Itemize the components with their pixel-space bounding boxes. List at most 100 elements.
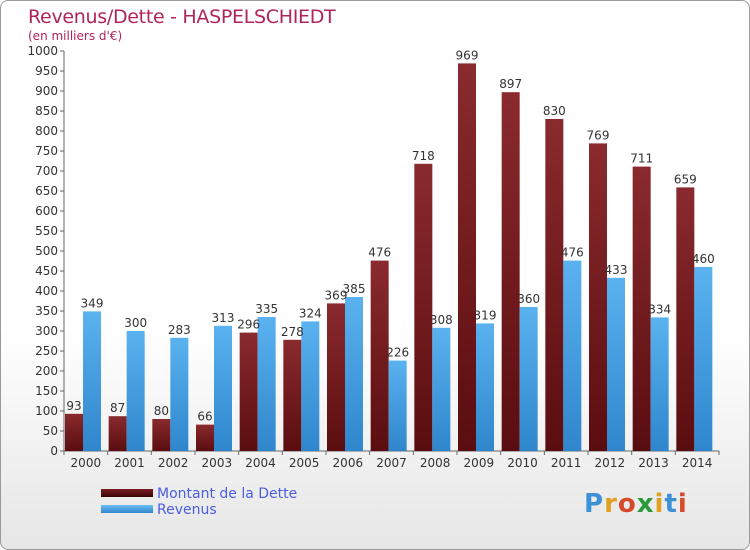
x-tick-label: 2007 [376,456,407,470]
y-tick-label: 550 [35,224,58,238]
bar-revenus [345,297,363,451]
data-label-dette: 476 [368,246,391,260]
bar-revenus [607,277,625,451]
y-tick-label: 950 [35,64,58,78]
y-tick-label: 1000 [27,44,58,58]
bar-dette [65,413,83,451]
y-tick-label: 200 [35,364,58,378]
y-tick-label: 850 [35,104,58,118]
y-tick-label: 150 [35,384,58,398]
logo-letter: i [654,489,665,519]
x-tick-label: 2004 [245,456,276,470]
bar-revenus [519,307,538,451]
data-label-revenus: 308 [430,313,453,327]
bar-revenus [83,311,101,451]
bar-revenus [650,317,669,451]
data-label-dette: 897 [499,77,522,91]
data-label-revenus: 385 [343,282,366,296]
chart-title: Revenus/Dette - HASPELSCHIEDT [28,6,336,28]
y-tick-label: 700 [35,164,58,178]
bar-dette [414,163,433,452]
data-label-dette: 87 [110,401,125,415]
data-label-dette: 278 [281,325,304,339]
bar-revenus [170,337,189,451]
legend-label-revenus: Revenus [157,502,217,518]
y-tick-label: 350 [35,304,58,318]
data-label-dette: 66 [197,410,212,424]
bar-revenus [301,321,320,451]
bar-revenus [214,325,232,451]
bar-dette [108,416,127,451]
logo-letter: r [604,489,618,519]
x-tick-label: 2001 [114,456,145,470]
y-tick-label: 900 [35,84,58,98]
data-label-revenus: 433 [605,263,628,277]
data-label-revenus: 335 [255,302,278,316]
x-tick-label: 2000 [71,456,102,470]
data-label-revenus: 349 [81,296,104,310]
data-label-dette: 718 [412,149,435,163]
y-tick-label: 650 [35,184,58,198]
bar-dette [545,119,564,451]
data-label-dette: 80 [154,404,169,418]
bar-revenus [694,267,713,451]
data-label-dette: 659 [674,172,697,186]
bar-dette [458,63,476,452]
bar-dette [632,166,651,451]
bar-dette [196,424,214,451]
x-tick-label: 2010 [507,456,538,470]
y-tick-label: 450 [35,264,58,278]
bar-revenus [257,317,276,451]
y-tick-label: 800 [35,124,58,138]
x-tick-label: 2008 [420,456,451,470]
y-tick-label: 750 [35,144,58,158]
bar-revenus [388,360,407,451]
data-label-revenus: 319 [474,308,497,322]
data-label-dette: 769 [587,128,610,142]
data-label-revenus: 226 [386,346,409,360]
logo-letter: P [584,489,605,519]
bar-dette [501,92,520,451]
data-label-dette: 830 [543,104,566,118]
data-label-revenus: 313 [212,311,235,325]
x-tick-label: 2011 [551,456,582,470]
y-tick-label: 250 [35,344,58,358]
logo-letter: i [677,489,688,519]
bar-dette [239,332,258,451]
bar-dette [283,339,302,451]
logo-letter: x [636,489,655,519]
y-tick-label: 0 [50,444,58,458]
x-tick-label: 2003 [202,456,233,470]
data-label-dette: 711 [630,152,653,166]
y-tick-label: 50 [43,424,58,438]
chart-subtitle: (en milliers d'€) [28,29,123,43]
data-label-dette: 969 [456,48,479,62]
logo-letter: t [664,489,678,519]
data-label-dette: 296 [237,318,260,332]
bar-revenus [476,323,494,451]
bar-dette [370,260,389,451]
legend-swatch-revenus [101,505,153,513]
y-tick-label: 300 [35,324,58,338]
bar-revenus [432,327,451,451]
y-tick-label: 400 [35,284,58,298]
data-label-dette: 369 [325,288,348,302]
bar-revenus [126,331,145,451]
data-label-revenus: 300 [124,316,147,330]
bar-dette [589,143,607,451]
x-tick-label: 2012 [595,456,626,470]
y-tick-label: 600 [35,204,58,218]
x-axis: 2000 2001 2002 2003 2004 2005 2006 2007 2008 2009… [63,450,720,470]
legend-label-debt: Montant de la Dette [157,486,298,502]
bar-revenus [563,260,582,451]
data-label-revenus: 360 [517,292,540,306]
data-label-revenus: 460 [692,252,715,266]
legend-swatch-debt [101,489,153,497]
x-tick-label: 2014 [682,456,713,470]
data-label-revenus: 334 [648,302,671,316]
x-tick-label: 2009 [464,456,495,470]
x-tick-label: 2002 [158,456,189,470]
bar-dette [327,303,345,451]
